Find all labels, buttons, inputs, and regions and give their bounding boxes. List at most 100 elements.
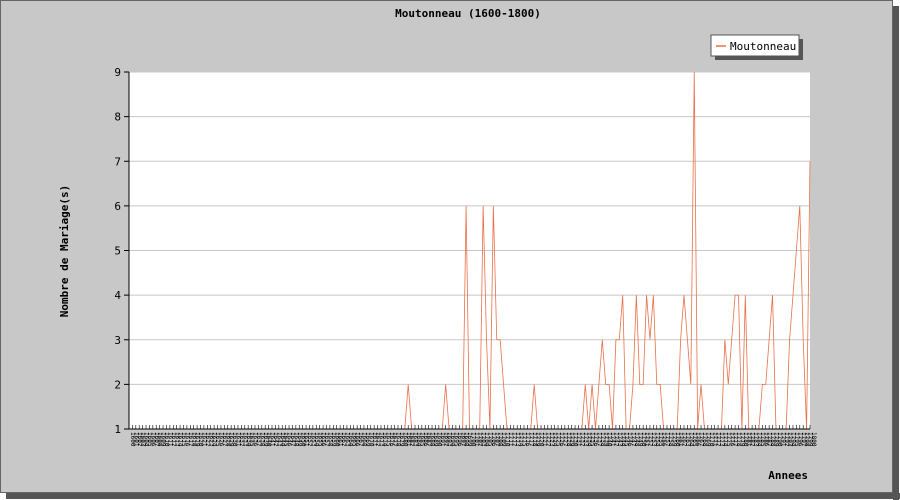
x-tick-label: 1629	[228, 432, 235, 447]
x-tick-label: 1730	[572, 432, 579, 447]
x-tick-label: 1791	[779, 432, 786, 447]
x-tick-label: 1760	[674, 432, 681, 447]
x-tick-label: 1656	[320, 432, 327, 447]
x-tick-label: 1787	[766, 432, 773, 447]
x-tick-label: 1716	[524, 432, 531, 447]
x-tick-label: 1721	[541, 432, 548, 447]
x-tick-label: 1662	[340, 432, 347, 447]
x-tick-label: 1764	[687, 432, 694, 447]
x-tick-label: 1694	[449, 432, 456, 447]
x-tick-label: 1771	[711, 432, 718, 447]
y-tick-label: 8	[114, 111, 121, 124]
x-tick-label: 1758	[667, 432, 674, 447]
x-tick-label: 1623	[207, 432, 214, 447]
x-tick-label: 1749	[636, 432, 643, 447]
x-tick-label: 1604	[143, 432, 150, 447]
x-tick-label: 1737	[595, 432, 602, 447]
x-tick-label: 1755	[657, 432, 664, 447]
x-tick-label: 1799	[807, 432, 814, 447]
x-tick-label: 1761	[677, 432, 684, 447]
x-tick-label: 1742	[613, 432, 620, 447]
x-tick-label: 1645	[282, 432, 289, 447]
x-tick-label: 1637	[255, 432, 262, 447]
y-tick-label: 3	[114, 334, 121, 347]
x-tick-label: 1672	[374, 432, 381, 447]
x-tick-label: 1640	[265, 432, 272, 447]
x-tick-label: 1714	[517, 432, 524, 447]
x-tick-label: 1735	[589, 432, 596, 447]
x-tick-label: 1611	[166, 432, 173, 447]
x-tick-label: 1668	[361, 432, 368, 447]
x-tick-label: 1647	[289, 432, 296, 447]
x-tick-label: 1679	[398, 432, 405, 447]
x-tick-label: 1607	[153, 432, 160, 447]
x-tick-label: 1692	[442, 432, 449, 447]
x-tick-label: 1602	[136, 432, 143, 447]
x-tick-label: 1731	[575, 432, 582, 447]
frame-shadow	[6, 493, 900, 499]
x-tick-label: 1720	[538, 432, 545, 447]
x-tick-label: 1734	[585, 432, 592, 447]
x-tick-label: 1708	[497, 432, 504, 447]
x-tick-label: 1743	[616, 432, 623, 447]
x-tick-label: 1615	[180, 432, 187, 447]
y-axis-label: Nombre de Mariage(s)	[58, 185, 71, 317]
y-tick-label: 4	[114, 289, 121, 302]
y-axis-ticks: 1 2 3 4 5 6 7 8 9	[114, 66, 129, 436]
x-tick-label: 1616	[183, 432, 190, 447]
x-tick-label: 1609	[160, 432, 167, 447]
x-tick-label: 1703	[480, 432, 487, 447]
x-tick-label: 1600	[129, 432, 136, 447]
x-tick-label: 1658	[326, 432, 333, 447]
x-tick-label: 1681	[405, 432, 412, 447]
x-tick-label: 1759	[670, 432, 677, 447]
x-tick-label: 1652	[306, 432, 313, 447]
x-tick-label: 1797	[800, 432, 807, 447]
x-tick-label: 1693	[446, 432, 453, 447]
x-tick-label: 1682	[408, 432, 415, 447]
legend-box	[710, 34, 800, 57]
x-tick-label: 1673	[378, 432, 385, 447]
x-tick-label: 1697	[459, 432, 466, 447]
x-tick-label: 1786	[762, 432, 769, 447]
x-tick-label: 1754	[653, 432, 660, 447]
x-tick-label: 1691	[439, 432, 446, 447]
x-tick-label: 1633	[241, 432, 248, 447]
x-tick-label: 1667	[357, 432, 364, 447]
x-tick-label: 1696	[456, 432, 463, 447]
x-tick-label: 1774	[721, 432, 728, 447]
x-tick-label: 1740	[606, 432, 613, 447]
x-tick-label: 1732	[578, 432, 585, 447]
x-tick-label: 1704	[483, 432, 490, 447]
x-tick-label: 1719	[534, 432, 541, 447]
x-tick-label: 1699	[466, 432, 473, 447]
x-tick-label: 1765	[691, 432, 698, 447]
x-tick-label: 1651	[303, 432, 310, 447]
x-tick-label: 1686	[422, 432, 429, 447]
x-tick-label: 1794	[790, 432, 797, 447]
x-tick-label: 1620	[197, 432, 204, 447]
x-tick-label: 1627	[221, 432, 228, 447]
x-tick-label: 1795	[793, 432, 800, 447]
x-tick-label: 1748	[633, 432, 640, 447]
x-tick-label: 1641	[269, 432, 276, 447]
x-tick-label: 1784	[756, 432, 763, 447]
x-tick-label: 1707	[493, 432, 500, 447]
x-tick-label: 1619	[194, 432, 201, 447]
x-tick-label: 1676	[388, 432, 395, 447]
x-tick-label: 1664	[347, 432, 354, 447]
x-tick-label: 1606	[149, 432, 156, 447]
x-tick-label: 1715	[521, 432, 528, 447]
x-tick-label: 1724	[551, 432, 558, 447]
x-tick-label: 1777	[732, 432, 739, 447]
y-tick-label: 9	[114, 66, 121, 79]
x-tick-label: 1727	[561, 432, 568, 447]
x-tick-label: 1653	[309, 432, 316, 447]
x-tick-label: 1636	[252, 432, 259, 447]
x-tick-label: 1698	[463, 432, 470, 447]
x-tick-label: 1756	[660, 432, 667, 447]
x-tick-label: 1642	[272, 432, 279, 447]
x-tick-label: 1635	[248, 432, 255, 447]
y-tick-label: 5	[114, 245, 121, 258]
